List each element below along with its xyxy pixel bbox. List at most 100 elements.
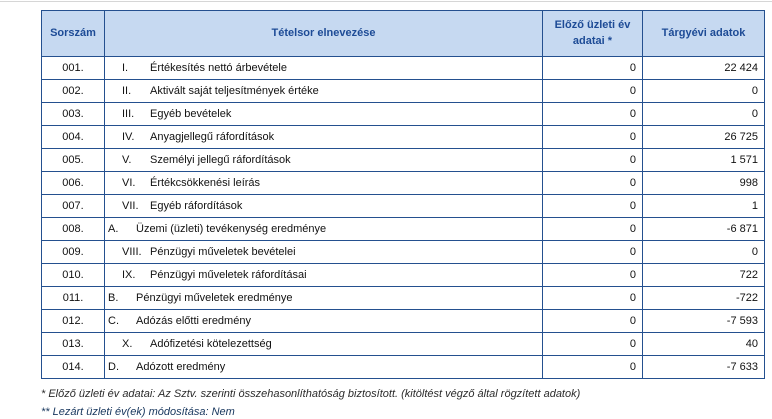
row-number-cell: 009. (41, 240, 105, 264)
footnote-closed-year-modification: ** Lezárt üzleti év(ek) módosítása: Nem (41, 406, 235, 418)
row-number-cell: 014. (41, 355, 105, 379)
row-label: Aktivált saját teljesítmények értéke (150, 85, 319, 97)
row-prefix: II. (122, 85, 132, 97)
footnotes: * Előző üzleti év adatai: Az Sztv. szeri… (41, 388, 761, 419)
footnote-previous-year: * Előző üzleti év adatai: Az Sztv. szeri… (41, 388, 581, 400)
table-row: 013. X. Adófizetési kötelezettség 0 40 (41, 332, 765, 356)
row-prefix: X. (122, 338, 133, 350)
row-label: Pénzügyi műveletek bevételei (150, 246, 296, 258)
row-number-cell: 004. (41, 125, 105, 149)
current-year-value-cell: 40 (642, 332, 765, 356)
previous-year-value-cell: 0 (542, 263, 643, 287)
previous-year-value-cell: 0 (542, 332, 643, 356)
row-label-cell: VI. Értékcsökkenési leírás (104, 171, 543, 195)
row-label: Pénzügyi műveletek eredménye (136, 292, 293, 304)
table-row: 007. VII. Egyéb ráfordítások 0 1 (41, 194, 765, 218)
table-row: 008. A. Üzemi (üzleti) tevékenység eredmé… (41, 217, 765, 241)
row-label: Adózott eredmény (136, 361, 226, 373)
current-year-value-cell: 26 725 (642, 125, 765, 149)
row-number-cell: 008. (41, 217, 105, 241)
table-row: 001. I. Értékesítés nettó árbevétele 0 22… (41, 56, 765, 80)
column-header-sorszam: Sorszám (41, 10, 105, 57)
table-row: 010. IX. Pénzügyi műveletek ráfordításai … (41, 263, 765, 287)
row-label-cell: B. Pénzügyi műveletek eredménye (104, 286, 543, 310)
row-prefix: V. (122, 154, 132, 166)
current-year-value-cell: 1 (642, 194, 765, 218)
table-body: 001. I. Értékesítés nettó árbevétele 0 22… (41, 56, 765, 379)
row-label: Pénzügyi műveletek ráfordításai (150, 269, 307, 281)
row-prefix: VIII. (122, 246, 142, 258)
current-year-value-cell: 1 571 (642, 148, 765, 172)
table-row: 014. D. Adózott eredmény 0 -7 633 (41, 355, 765, 379)
row-label: Anyagjellegű ráfordítások (150, 131, 275, 143)
row-label: Értékcsökkenési leírás (150, 177, 261, 189)
current-year-value-cell: -7 633 (642, 355, 765, 379)
current-year-value-cell: 22 424 (642, 56, 765, 80)
table-header: Sorszám Tételsor elnevezése Előző üzleti… (41, 10, 765, 57)
row-prefix: B. (108, 292, 119, 304)
previous-year-value-cell: 0 (542, 286, 643, 310)
current-year-value-cell: -722 (642, 286, 765, 310)
table-row: 002. II. Aktivált saját teljesítmények ér… (41, 79, 765, 103)
row-prefix: C. (108, 315, 119, 327)
row-prefix: A. (108, 223, 119, 235)
previous-year-value-cell: 0 (542, 125, 643, 149)
current-year-value-cell: -7 593 (642, 309, 765, 333)
current-year-value-cell: 0 (642, 240, 765, 264)
row-number-cell: 002. (41, 79, 105, 103)
row-label: Adófizetési kötelezettség (150, 338, 272, 350)
row-prefix: D. (108, 361, 119, 373)
table-header-row: Sorszám Tételsor elnevezése Előző üzleti… (41, 10, 765, 57)
previous-year-value-cell: 0 (542, 240, 643, 264)
previous-year-value-cell: 0 (542, 102, 643, 126)
column-header-targyevi-adatok: Tárgyévi adatok (642, 10, 765, 57)
current-year-value-cell: -6 871 (642, 217, 765, 241)
row-label: Értékesítés nettó árbevétele (150, 62, 287, 74)
previous-year-value-cell: 0 (542, 194, 643, 218)
row-number-cell: 010. (41, 263, 105, 287)
row-number-cell: 006. (41, 171, 105, 195)
previous-year-value-cell: 0 (542, 171, 643, 195)
row-prefix: VI. (122, 177, 136, 189)
row-number-cell: 005. (41, 148, 105, 172)
row-label-cell: VII. Egyéb ráfordítások (104, 194, 543, 218)
row-label-cell: V. Személyi jellegű ráfordítások (104, 148, 543, 172)
previous-year-value-cell: 0 (542, 217, 643, 241)
column-header-elozo-uzleti-ev: Előző üzleti év adatai * (542, 10, 643, 57)
current-year-value-cell: 0 (642, 79, 765, 103)
current-year-value-cell: 998 (642, 171, 765, 195)
table-row: 006. VI. Értékcsökkenési leírás 0 998 (41, 171, 765, 195)
previous-year-value-cell: 0 (542, 79, 643, 103)
row-prefix: IX. (122, 269, 136, 281)
row-label-cell: IV. Anyagjellegű ráfordítások (104, 125, 543, 149)
row-number-cell: 001. (41, 56, 105, 80)
row-label-cell: C. Adózás előtti eredmény (104, 309, 543, 333)
previous-year-value-cell: 0 (542, 56, 643, 80)
row-label-cell: VIII. Pénzügyi műveletek bevételei (104, 240, 543, 264)
row-label-cell: IX. Pénzügyi műveletek ráfordításai (104, 263, 543, 287)
current-year-value-cell: 722 (642, 263, 765, 287)
table-row: 012. C. Adózás előtti eredmény 0 -7 593 (41, 309, 765, 333)
page-top-divider (0, 1, 772, 2)
row-number-cell: 013. (41, 332, 105, 356)
row-prefix: I. (122, 62, 129, 74)
table-row: 004. IV. Anyagjellegű ráfordítások 0 26 7… (41, 125, 765, 149)
row-label: Adózás előtti eredmény (136, 315, 251, 327)
row-prefix: IV. (122, 131, 135, 143)
row-number-cell: 011. (41, 286, 105, 310)
previous-year-value-cell: 0 (542, 309, 643, 333)
row-label: Egyéb bevételek (150, 108, 232, 120)
column-header-tetelsor: Tételsor elnevezése (104, 10, 543, 57)
table-row: 011. B. Pénzügyi műveletek eredménye 0 -7… (41, 286, 765, 310)
row-label-cell: A. Üzemi (üzleti) tevékenység eredménye (104, 217, 543, 241)
row-number-cell: 003. (41, 102, 105, 126)
row-label-cell: D. Adózott eredmény (104, 355, 543, 379)
row-label-cell: I. Értékesítés nettó árbevétele (104, 56, 543, 80)
row-prefix: VII. (122, 200, 139, 212)
row-prefix: III. (122, 108, 135, 120)
row-label: Személyi jellegű ráfordítások (150, 154, 291, 166)
table-row: 009. VIII. Pénzügyi műveletek bevételei 0… (41, 240, 765, 264)
row-label: Egyéb ráfordítások (150, 200, 243, 212)
row-label-cell: X. Adófizetési kötelezettség (104, 332, 543, 356)
row-number-cell: 012. (41, 309, 105, 333)
